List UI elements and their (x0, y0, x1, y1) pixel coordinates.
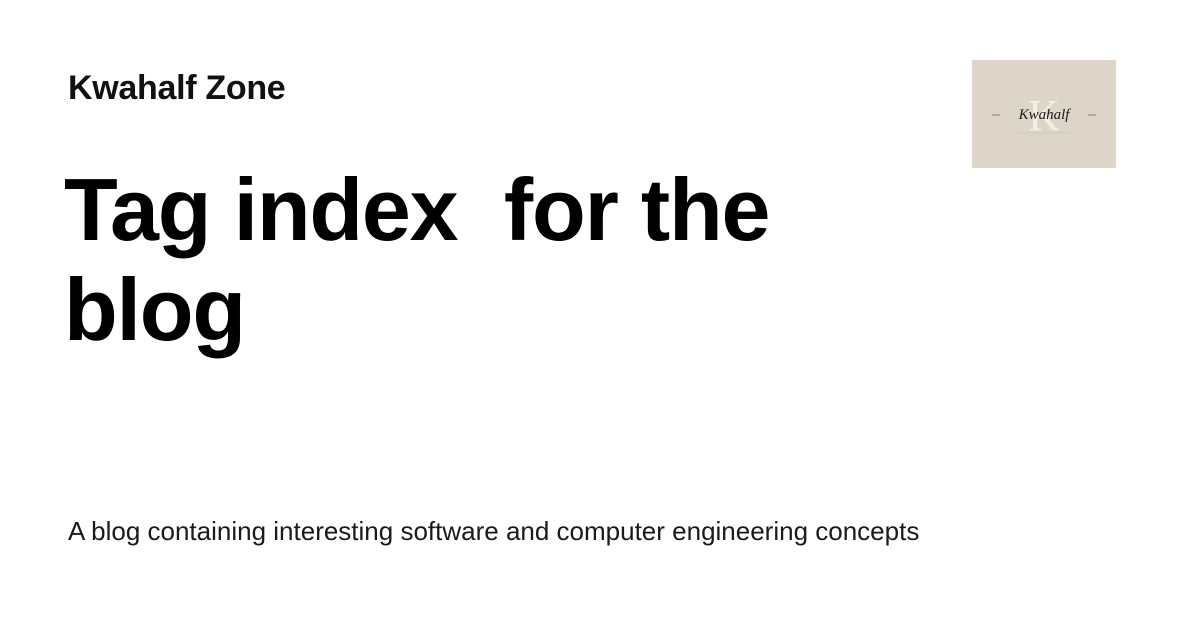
page-title: Tag index for the blog (64, 160, 793, 359)
kwahalf-logo-image: K Kwahalf (972, 60, 1116, 168)
site-description: A blog containing interesting software a… (68, 516, 920, 546)
site-logo[interactable]: K Kwahalf (972, 60, 1116, 168)
site-name[interactable]: Kwahalf Zone (68, 69, 286, 107)
logo-wordmark: Kwahalf (1018, 107, 1072, 123)
logo-background (972, 60, 1116, 168)
logo-monogram: K (1028, 91, 1060, 140)
